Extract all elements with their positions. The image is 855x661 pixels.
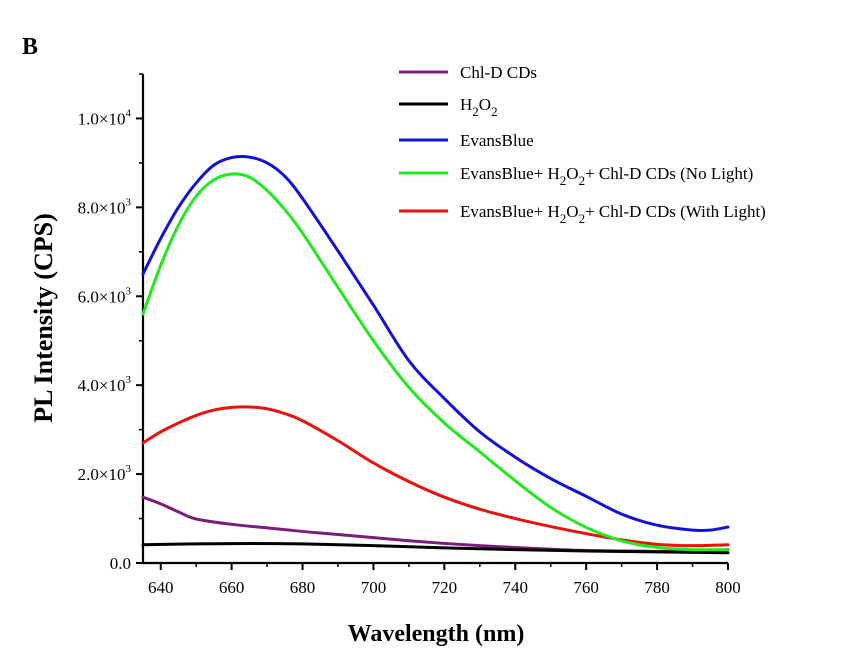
y-tick-label: 6.0×103 <box>78 285 132 306</box>
x-tick-label: 660 <box>219 578 245 597</box>
x-tick-label: 800 <box>715 578 741 597</box>
legend-text: EvansBlue+ H <box>460 164 560 183</box>
y-tick-label: 4.0×103 <box>78 374 132 395</box>
series-layer <box>141 155 730 555</box>
y-tick-mantissa: 8.0×10 <box>78 198 126 217</box>
y-tick-mantissa: 1.0×10 <box>78 109 126 128</box>
legend-label: EvansBlue+ H2O2+ Chl-D CDs (With Light) <box>460 202 766 226</box>
x-tick-label: 680 <box>290 578 316 597</box>
y-tick-mantissa: 2.0×10 <box>78 465 126 484</box>
legend-subscript: 2 <box>472 104 479 119</box>
x-tick-label: 760 <box>573 578 599 597</box>
legend-label: Chl-D CDs <box>460 63 537 82</box>
y-tick-label: 2.0×103 <box>78 463 132 484</box>
panel-label: B <box>22 34 38 60</box>
legend-subscript: 2 <box>579 211 586 226</box>
legend-text: O <box>479 95 491 114</box>
legend-subscript: 2 <box>560 211 567 226</box>
legend-subscript: 2 <box>491 104 498 119</box>
axes: 640 660 680 700 720 740 760 780 8000.02.0×1034.0… <box>78 73 741 597</box>
y-tick-exponent: 3 <box>126 196 132 208</box>
legend-text: EvansBlue <box>460 131 534 150</box>
legend-subscript: 2 <box>560 173 567 188</box>
x-tick-label: 740 <box>503 578 529 597</box>
legend-subscript: 2 <box>579 173 586 188</box>
y-tick-exponent: 3 <box>126 463 132 475</box>
legend-text: H <box>460 95 472 114</box>
series-line-1 <box>141 541 730 555</box>
x-tick-label: 640 <box>148 578 174 597</box>
y-tick-exponent: 3 <box>126 285 132 297</box>
x-axis-label: Wavelength (nm) <box>348 621 525 647</box>
legend-label: EvansBlue+ H2O2+ Chl-D CDs (No Light) <box>460 164 753 188</box>
legend-label: EvansBlue <box>460 131 534 150</box>
legend-text: O <box>566 164 578 183</box>
y-tick-exponent: 4 <box>126 107 132 119</box>
x-tick-label: 700 <box>361 578 387 597</box>
series-line-4 <box>141 405 730 548</box>
legend-text: O <box>566 202 578 221</box>
y-tick-label: 1.0×104 <box>78 107 132 128</box>
y-tick-label: 0.0 <box>110 554 131 573</box>
series-line-2 <box>141 155 730 533</box>
x-tick-label: 720 <box>432 578 458 597</box>
x-tick-label: 780 <box>644 578 670 597</box>
y-tick-label: 8.0×103 <box>78 196 132 217</box>
y-axis-label: PL Intensity (CPS) <box>29 213 58 422</box>
y-tick-mantissa: 4.0×10 <box>78 376 126 395</box>
legend-label: H2O2 <box>460 95 498 119</box>
y-tick-mantissa: 6.0×10 <box>78 287 126 306</box>
legend-text: EvansBlue+ H <box>460 202 560 221</box>
legend-text: Chl-D CDs <box>460 63 537 82</box>
legend-text: + Chl-D CDs (No Light) <box>585 164 753 183</box>
y-tick-exponent: 3 <box>126 374 132 386</box>
series-line-3 <box>141 172 730 552</box>
legend-text: + Chl-D CDs (With Light) <box>585 202 766 221</box>
